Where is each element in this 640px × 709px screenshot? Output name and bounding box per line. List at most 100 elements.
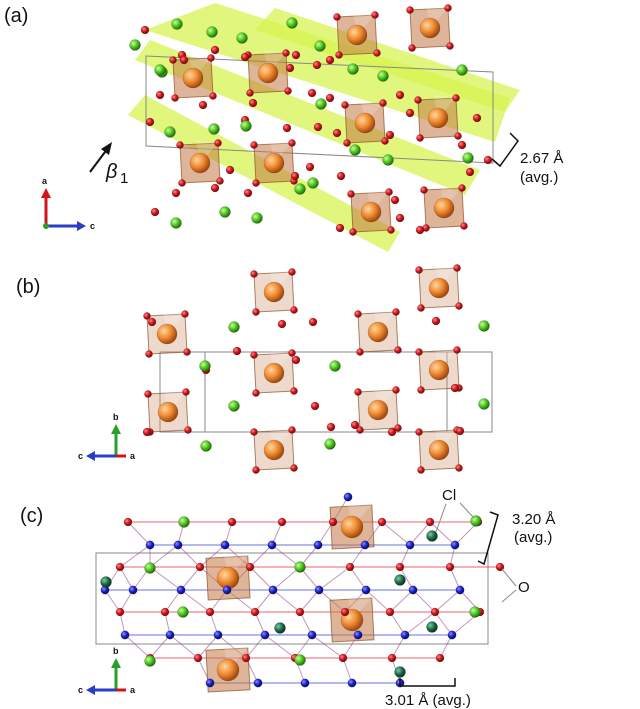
oxygen-atom — [250, 607, 260, 617]
oxygen-atom — [326, 422, 336, 432]
octahedron — [205, 552, 251, 601]
oxygen-atom — [291, 50, 301, 60]
oxygen-atom — [214, 139, 222, 147]
oxygen-atom — [349, 228, 357, 236]
oxygen-atom — [455, 426, 465, 436]
oxygen-atom — [483, 155, 493, 165]
octahedron — [354, 308, 402, 356]
oxygen-atom — [416, 134, 424, 142]
network-bond — [342, 657, 353, 684]
oxygen-atom — [387, 653, 397, 663]
network-bond — [197, 634, 219, 659]
network-bond — [294, 634, 313, 659]
oxygen-atom — [250, 270, 258, 278]
oxygen-atom — [350, 420, 360, 430]
chlorine-atom — [294, 561, 306, 573]
blue-atom — [165, 630, 175, 640]
oxygen-atom — [305, 162, 315, 172]
cation-atom — [354, 112, 376, 134]
dark-chlorine-atom — [100, 576, 112, 588]
oxygen-atom — [123, 517, 133, 527]
polyhedra-a — [169, 4, 468, 236]
chlorine-atom — [294, 183, 306, 195]
chlorine-atom — [170, 217, 182, 229]
network-bond — [409, 521, 431, 546]
blue-atom — [400, 630, 410, 640]
oxygen-atom — [285, 63, 295, 73]
oxygen-atom — [472, 113, 482, 123]
oxygen-atom — [290, 306, 298, 314]
oxygen-atom — [178, 179, 186, 187]
chlorine-atom — [144, 655, 156, 667]
blue-atom — [314, 585, 324, 595]
network-bond — [264, 634, 296, 659]
oxygen-atom — [446, 42, 454, 50]
network-bond — [245, 634, 266, 659]
network-bond — [199, 544, 226, 568]
atoms-c — [100, 492, 505, 688]
axis-c-out: a — [130, 685, 136, 695]
network-bond — [180, 589, 211, 613]
oxygen-atom — [290, 464, 298, 472]
oxygen-atom — [387, 427, 397, 437]
network-bond — [149, 544, 179, 568]
oxygen-atom — [171, 188, 181, 198]
network-bond — [119, 544, 151, 568]
axis-b-up: b — [113, 412, 119, 422]
oxygen-atom — [347, 190, 355, 198]
cation-atom — [263, 362, 285, 384]
network-bond — [404, 611, 436, 636]
oxygen-atom — [210, 183, 220, 193]
oxygen-atom — [417, 304, 425, 312]
oxygen-atom — [312, 60, 322, 70]
oxygen-atom — [207, 54, 215, 62]
o-label: O — [518, 579, 530, 596]
chlorine-atom — [315, 98, 327, 110]
oxygen-atom — [295, 607, 305, 617]
blue-atom — [220, 540, 230, 550]
network-bond — [149, 634, 171, 659]
beta-arrow — [89, 142, 112, 173]
octahedron — [250, 426, 298, 474]
axis-triad-a: a c — [41, 176, 95, 231]
cation-atom — [428, 277, 450, 299]
beta-subscript: 1 — [120, 170, 128, 187]
oxygen-atom — [354, 310, 362, 318]
oxygen-atom — [417, 386, 425, 394]
oxygen-atom — [183, 348, 191, 356]
oxygen-atom — [454, 132, 462, 140]
oxygen-atom — [395, 90, 405, 100]
axis-b-left: c — [78, 451, 83, 461]
oxygen-atom — [140, 25, 150, 35]
oxygen-atom — [144, 390, 152, 398]
oxygen-atom — [282, 49, 290, 57]
oxygen-atom — [232, 346, 242, 356]
blue-atom — [447, 630, 457, 640]
oxygen-atom — [288, 426, 296, 434]
spacing-value-c: 3.20 Å — [512, 511, 555, 528]
oxygen-atom — [250, 351, 258, 359]
network-bond — [399, 566, 414, 591]
network-bond — [169, 634, 199, 659]
oxygen-atom — [145, 117, 155, 127]
dark-chlorine-atom — [394, 666, 406, 678]
oxygen-atom — [385, 607, 395, 617]
cation-atom — [257, 62, 279, 84]
oxygen-atom — [343, 139, 351, 147]
chlorine-atom — [324, 438, 336, 450]
oxygen-atom — [210, 45, 220, 55]
oxygen-atom — [243, 188, 253, 198]
network-bond — [149, 566, 182, 591]
oxygen-atom — [354, 388, 362, 396]
oxygen-atom — [308, 317, 318, 327]
oxygen-atom — [406, 6, 414, 14]
network-bond — [254, 589, 274, 613]
oxygen-atom — [179, 55, 189, 65]
oxygen-atom — [142, 427, 152, 437]
octahedron — [420, 184, 468, 232]
oxygen-atom — [452, 94, 460, 102]
network-bond — [439, 634, 453, 659]
chlorine-atom — [177, 606, 189, 618]
oxygen-atom — [307, 88, 317, 98]
